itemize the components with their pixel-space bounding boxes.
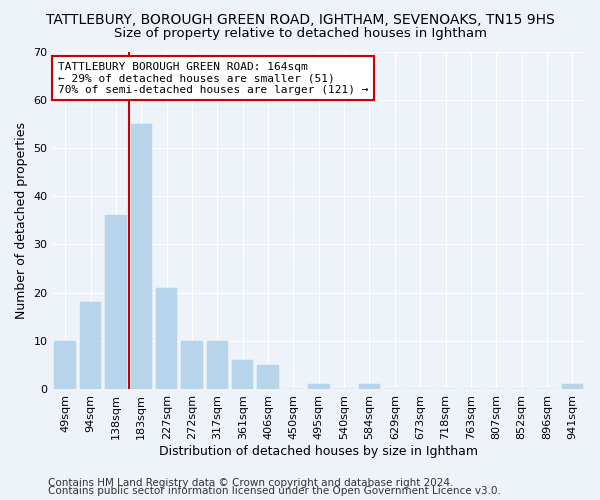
Bar: [257, 365, 279, 389]
Bar: [232, 360, 253, 389]
Bar: [105, 216, 127, 389]
Bar: [131, 124, 152, 389]
Text: Contains HM Land Registry data © Crown copyright and database right 2024.: Contains HM Land Registry data © Crown c…: [48, 478, 454, 488]
Y-axis label: Number of detached properties: Number of detached properties: [15, 122, 28, 318]
Bar: [206, 341, 228, 389]
X-axis label: Distribution of detached houses by size in Ightham: Distribution of detached houses by size …: [159, 444, 478, 458]
Bar: [80, 302, 101, 389]
Bar: [181, 341, 203, 389]
Bar: [308, 384, 329, 389]
Bar: [55, 341, 76, 389]
Text: Contains public sector information licensed under the Open Government Licence v3: Contains public sector information licen…: [48, 486, 501, 496]
Text: Size of property relative to detached houses in Ightham: Size of property relative to detached ho…: [113, 28, 487, 40]
Bar: [359, 384, 380, 389]
Bar: [562, 384, 583, 389]
Text: TATTLEBURY, BOROUGH GREEN ROAD, IGHTHAM, SEVENOAKS, TN15 9HS: TATTLEBURY, BOROUGH GREEN ROAD, IGHTHAM,…: [46, 12, 554, 26]
Bar: [156, 288, 178, 389]
Text: TATTLEBURY BOROUGH GREEN ROAD: 164sqm
← 29% of detached houses are smaller (51)
: TATTLEBURY BOROUGH GREEN ROAD: 164sqm ← …: [58, 62, 368, 95]
